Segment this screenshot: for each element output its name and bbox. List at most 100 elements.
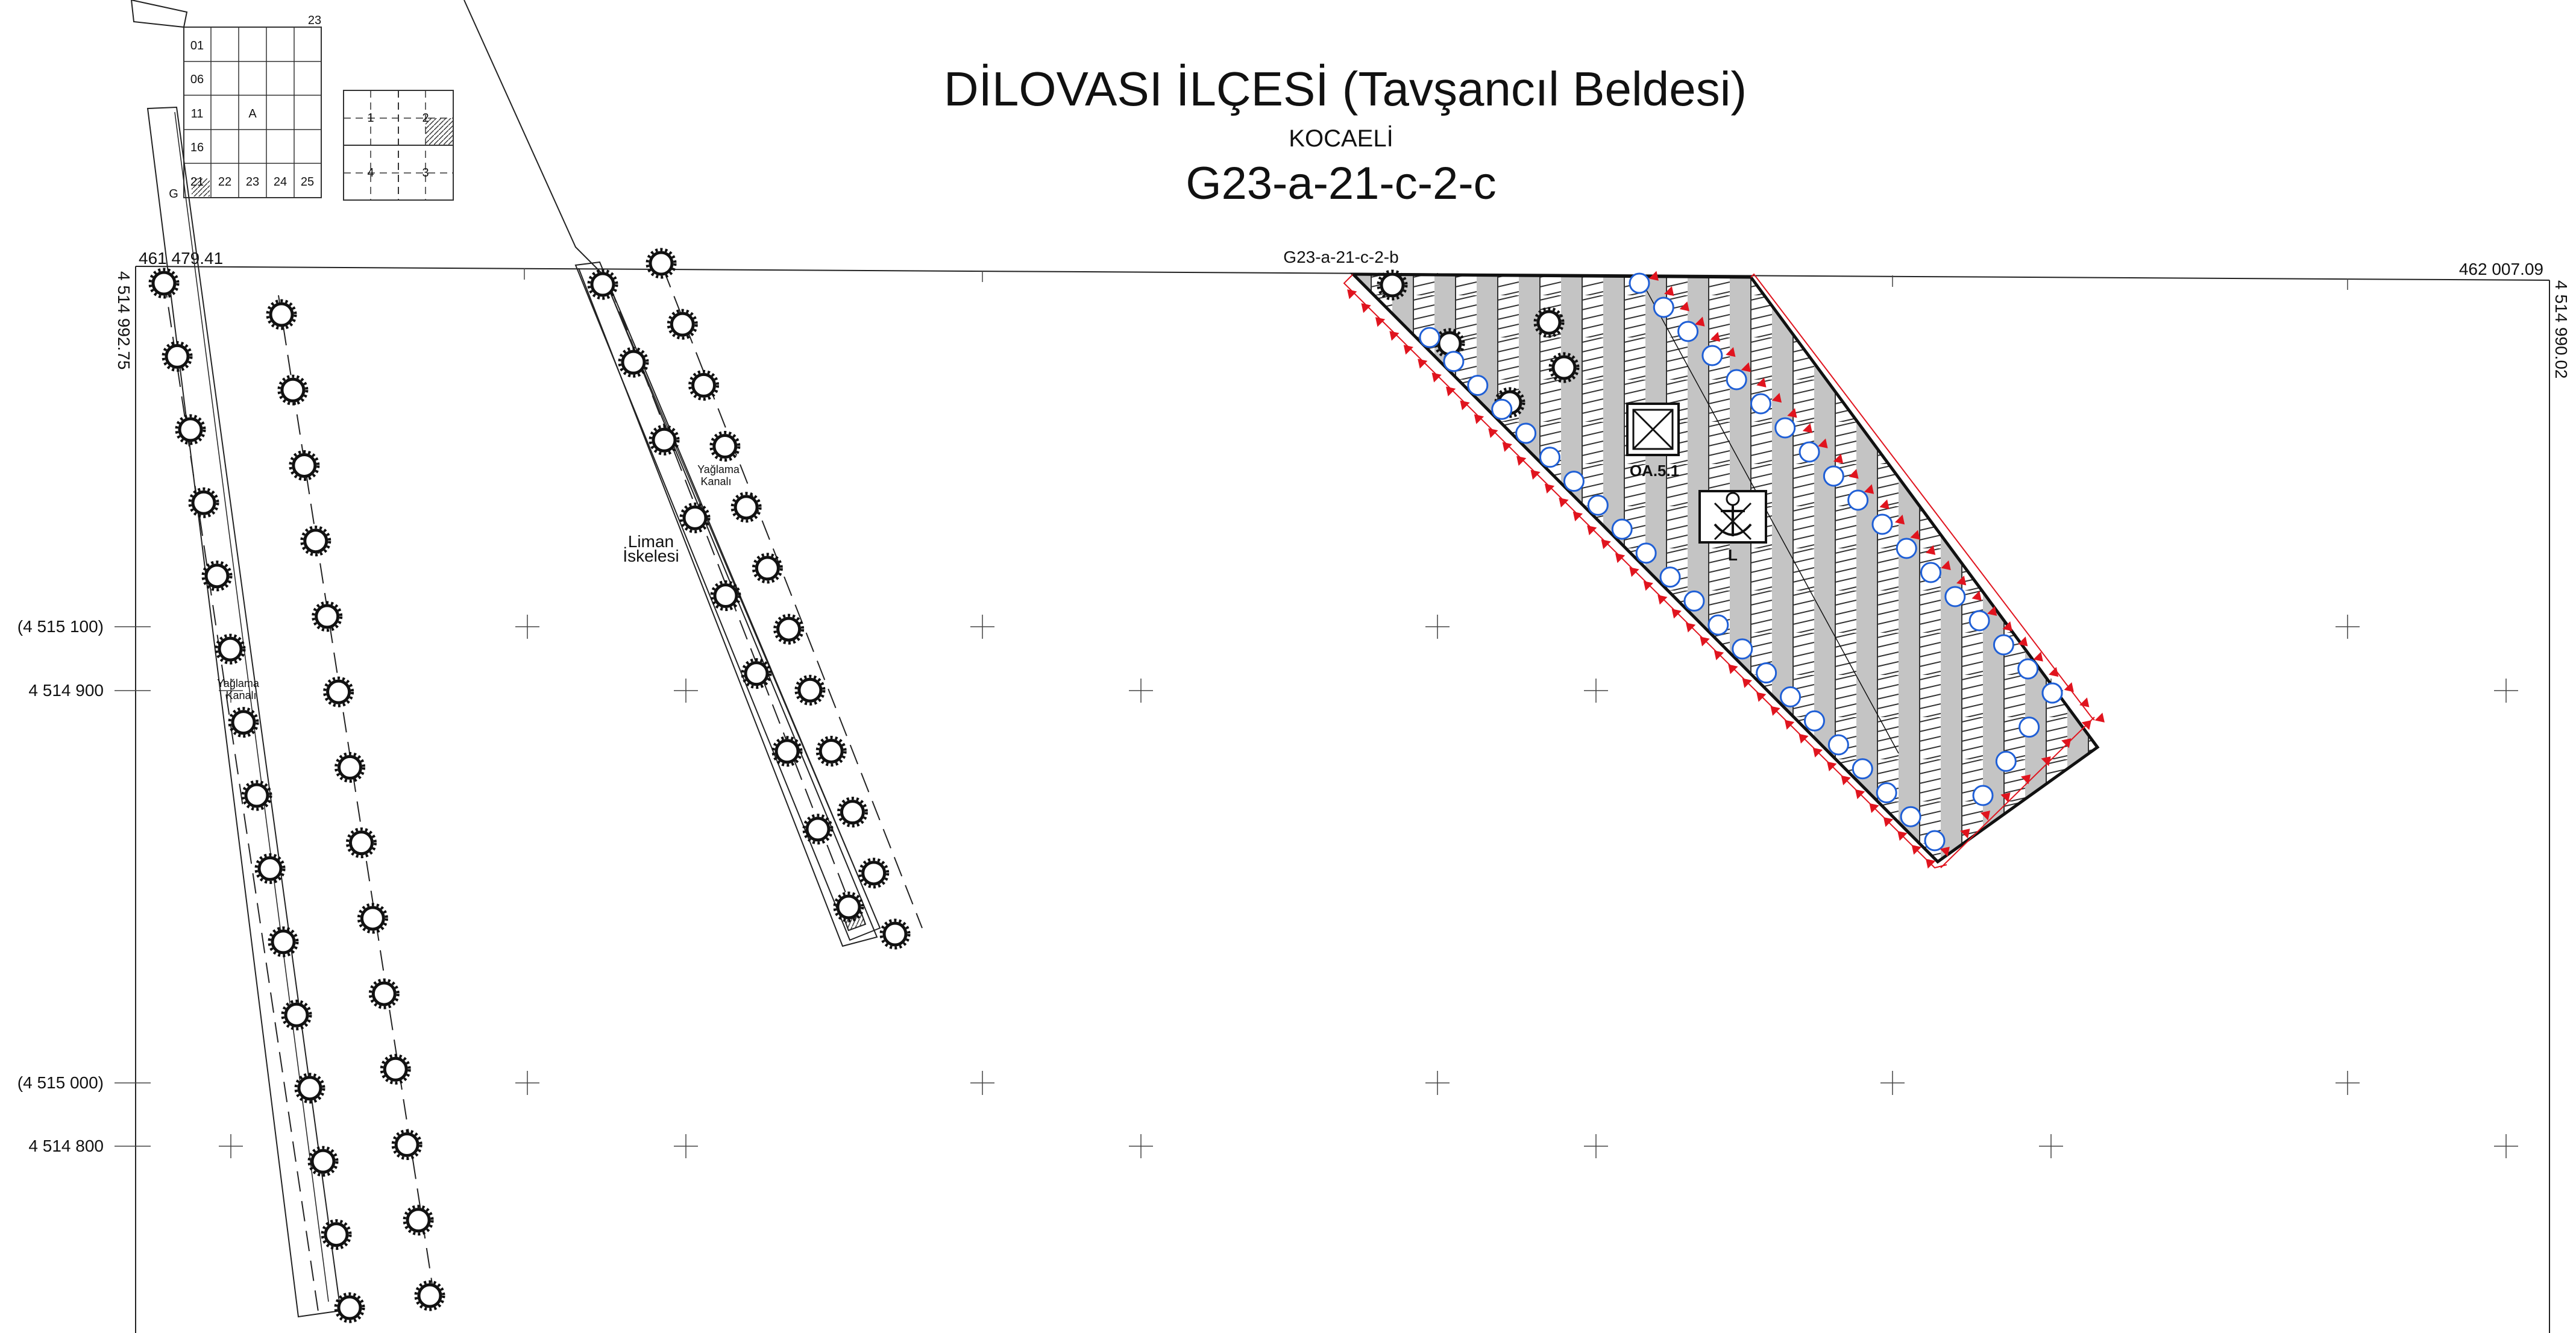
- index-cell-11: 11: [191, 107, 204, 121]
- red-arrow-icon: [1798, 733, 1809, 744]
- blue-circle-icon: [1659, 566, 1681, 588]
- red-arrow-icon: [1812, 747, 1823, 757]
- red-arrow-icon: [1657, 595, 1668, 605]
- bollard-icon: [712, 582, 740, 610]
- red-arrow-icon: [2002, 621, 2012, 632]
- coord-y2-paren: (4 515 000): [17, 1073, 104, 1092]
- red-arrow-icon: [2049, 666, 2059, 677]
- index-cell-16: 16: [190, 141, 204, 154]
- province-label: KOCAELİ: [1289, 125, 1393, 152]
- red-arrow-icon: [1879, 499, 1890, 510]
- red-arrow-icon: [1728, 664, 1738, 674]
- red-arrow-icon: [1864, 484, 1874, 494]
- bollard-icon: [681, 504, 709, 532]
- red-arrow-icon: [1418, 359, 1428, 369]
- red-arrow-icon: [1849, 469, 1859, 479]
- blue-circle-icon: [1972, 785, 1994, 806]
- blue-circle-icon: [1774, 417, 1796, 439]
- blue-circle-icon: [2017, 658, 2039, 680]
- bollard-icon: [243, 782, 271, 809]
- red-arrow-icon: [1446, 386, 1456, 397]
- blue-circle-icon: [1847, 489, 1869, 511]
- red-arrow-icon: [1894, 515, 1905, 525]
- sheet-top-border: [135, 266, 2550, 281]
- red-arrow-icon: [1403, 345, 1414, 355]
- adjacent-sheet-label: G23-a-21-c-2-b: [1283, 248, 1398, 266]
- bollard-icon: [393, 1131, 421, 1159]
- blue-circle-icon: [1732, 638, 1753, 660]
- red-arrow-icon: [1869, 803, 1879, 814]
- bollard-icon: [860, 859, 888, 887]
- red-arrow-icon: [1559, 497, 1569, 508]
- bollard-icon: [325, 678, 353, 706]
- sheet-number: G23-a-21-c-2-c: [1186, 158, 1496, 209]
- red-arrow-icon: [1971, 591, 1982, 601]
- blue-circle-icon: [1750, 393, 1771, 415]
- red-arrow-icon: [1700, 636, 1710, 647]
- bollard-icon: [230, 709, 257, 736]
- bollard-icon: [817, 737, 845, 765]
- bollard-icon: [650, 426, 678, 454]
- blue-circle-icon: [1419, 327, 1440, 348]
- blue-circle-icon: [1756, 662, 1777, 684]
- blue-circle-icon: [2041, 682, 2063, 704]
- red-arrow-icon: [1787, 408, 1797, 418]
- red-arrow-icon: [1488, 428, 1498, 438]
- bollard-icon: [690, 371, 718, 399]
- blue-circle-icon: [2018, 717, 2040, 738]
- blue-circle-icon: [1852, 758, 1873, 780]
- bollard-icon: [711, 433, 739, 460]
- red-arrow-icon: [1741, 362, 1751, 372]
- index-letter: A: [248, 107, 257, 121]
- bollard-icon: [370, 980, 398, 1008]
- index-cell-24: 24: [274, 175, 287, 189]
- red-arrow-icon: [2000, 792, 2011, 803]
- bollard-icon: [268, 301, 295, 328]
- grid-cross-icon: [219, 615, 2518, 1158]
- bollard-icon: [732, 494, 760, 521]
- red-arrow-icon: [1911, 845, 1921, 855]
- red-arrow-icon: [1742, 678, 1752, 688]
- bollard-icon: [279, 376, 307, 404]
- left-canal-label-1: Yağlama: [217, 677, 260, 689]
- map-title: DİLOVASI İLÇESİ (Tavşancıl Beldesi): [944, 62, 1747, 116]
- red-arrow-icon: [1460, 400, 1470, 410]
- index-cell-21: 21: [190, 175, 204, 189]
- blue-circle-icon: [1920, 562, 1942, 583]
- red-arrow-icon: [1726, 347, 1736, 357]
- red-arrow-icon: [1897, 831, 1908, 841]
- bollard-icon: [256, 855, 284, 882]
- coord-y1: 4 514 900: [28, 681, 104, 700]
- liman-label-1: Liman: [628, 532, 674, 551]
- bollard-icon: [359, 905, 386, 932]
- blue-circle-icon: [1993, 634, 2014, 656]
- blue-circle-icon: [1443, 351, 1465, 372]
- red-arrow-icon: [1601, 539, 1611, 550]
- bollard-icon: [336, 753, 364, 781]
- red-arrow-icon: [1671, 609, 1682, 619]
- red-arrow-icon: [2061, 738, 2072, 748]
- blue-circle-icon: [1924, 830, 1946, 852]
- red-arrow-icon: [1855, 789, 1865, 800]
- blue-circle-icon: [1467, 375, 1489, 397]
- quad-4: 4: [367, 166, 374, 180]
- blue-circle-icon: [1629, 272, 1650, 294]
- blue-circle-icon: [1803, 710, 1825, 732]
- bollard-icon: [647, 249, 675, 277]
- red-arrow-icon: [2020, 774, 2031, 785]
- bollard-icon: [753, 554, 781, 582]
- bollard-icon: [309, 1147, 337, 1175]
- red-arrow-icon: [1389, 331, 1400, 341]
- blue-circle-icon: [1944, 586, 1966, 607]
- area-code-label: OA.5.1: [1630, 462, 1679, 480]
- blue-circle-icon: [1726, 369, 1747, 390]
- red-arrow-icon: [1756, 377, 1767, 387]
- red-arrow-icon: [1771, 392, 1782, 403]
- red-arrow-icon: [1375, 317, 1386, 327]
- blue-circle-icon: [1871, 513, 1893, 535]
- blue-circle-icon: [1707, 614, 1729, 636]
- coord-y2: 4 514 800: [28, 1137, 104, 1155]
- red-arrow-icon: [1784, 720, 1795, 730]
- bollard-icon: [796, 676, 824, 704]
- blue-circle-icon: [1876, 782, 1897, 803]
